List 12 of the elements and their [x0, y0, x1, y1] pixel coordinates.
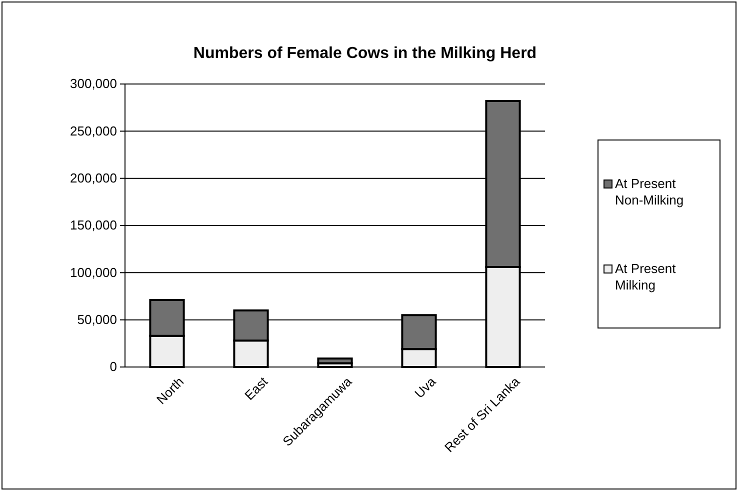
chart-title: Numbers of Female Cows in the Milking Herd: [193, 45, 537, 62]
y-tick-label: 0: [110, 359, 117, 374]
y-tick-label: 300,000: [70, 76, 117, 92]
legend-label: At Present Non-Milking: [615, 176, 684, 208]
y-tick-label: 100,000: [70, 264, 117, 280]
y-tick-label: 250,000: [70, 123, 117, 138]
bar: [317, 358, 353, 364]
x-tick-label: Uva: [412, 373, 440, 401]
y-tick-label: 150,000: [70, 218, 117, 233]
y-tick-label: 50,000: [77, 312, 117, 327]
legend-label: At Present Milking: [615, 261, 676, 292]
y-tick-label: 200,000: [70, 170, 117, 186]
